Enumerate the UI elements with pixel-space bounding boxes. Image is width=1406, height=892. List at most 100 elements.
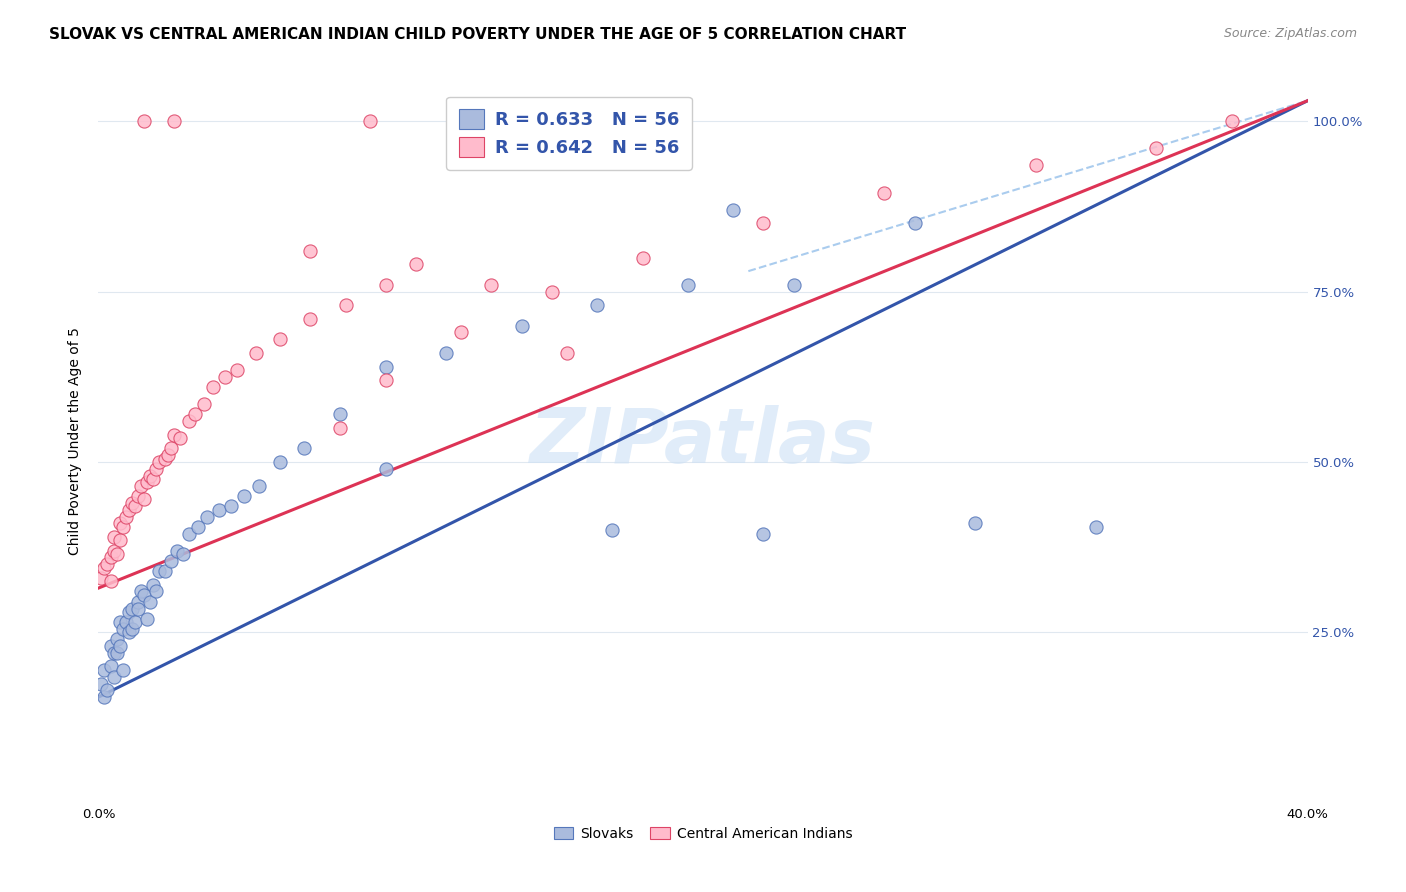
Point — [540, 285, 562, 299]
Point — [374, 277, 396, 292]
Point — [631, 251, 654, 265]
Point — [142, 472, 165, 486]
Point — [160, 554, 183, 568]
Point — [187, 520, 209, 534]
Point — [226, 363, 249, 377]
Point — [586, 298, 609, 312]
Point — [132, 492, 155, 507]
Point — [179, 526, 201, 541]
Point — [121, 601, 143, 615]
Point — [676, 277, 699, 292]
Point — [121, 496, 143, 510]
Point — [450, 326, 472, 340]
Point — [111, 520, 134, 534]
Point — [360, 114, 382, 128]
Point — [118, 625, 141, 640]
Point — [111, 622, 134, 636]
Point — [156, 448, 179, 462]
Point — [105, 632, 128, 647]
Point — [245, 346, 267, 360]
Point — [124, 615, 146, 630]
Point — [374, 359, 396, 374]
Point — [160, 442, 183, 456]
Point — [100, 659, 122, 673]
Text: ZIPatlas: ZIPatlas — [530, 405, 876, 478]
Point — [103, 530, 125, 544]
Point — [132, 588, 155, 602]
Point — [142, 577, 165, 591]
Point — [965, 516, 987, 531]
Point — [374, 462, 396, 476]
Point — [1024, 159, 1046, 173]
Point — [145, 584, 167, 599]
Point — [132, 114, 155, 128]
Point — [103, 670, 125, 684]
Point — [105, 646, 128, 660]
Point — [510, 318, 533, 333]
Legend: Slovaks, Central American Indians: Slovaks, Central American Indians — [548, 822, 858, 847]
Point — [169, 431, 191, 445]
Point — [93, 690, 115, 705]
Point — [127, 489, 149, 503]
Point — [405, 257, 427, 271]
Point — [114, 509, 136, 524]
Point — [873, 186, 896, 200]
Point — [299, 244, 322, 258]
Point — [118, 605, 141, 619]
Point — [108, 639, 131, 653]
Point — [129, 479, 152, 493]
Point — [124, 500, 146, 514]
Point — [129, 584, 152, 599]
Point — [172, 547, 194, 561]
Point — [127, 601, 149, 615]
Point — [1085, 520, 1108, 534]
Point — [335, 298, 357, 312]
Point — [121, 622, 143, 636]
Point — [1220, 114, 1243, 128]
Point — [139, 468, 162, 483]
Point — [153, 564, 176, 578]
Point — [100, 574, 122, 589]
Point — [127, 595, 149, 609]
Point — [783, 277, 806, 292]
Point — [93, 560, 115, 574]
Point — [481, 277, 503, 292]
Point — [221, 500, 243, 514]
Point — [139, 595, 162, 609]
Point — [269, 332, 291, 346]
Text: SLOVAK VS CENTRAL AMERICAN INDIAN CHILD POVERTY UNDER THE AGE OF 5 CORRELATION C: SLOVAK VS CENTRAL AMERICAN INDIAN CHILD … — [49, 27, 907, 42]
Point — [93, 663, 115, 677]
Point — [163, 427, 186, 442]
Point — [202, 380, 225, 394]
Point — [163, 114, 186, 128]
Point — [135, 612, 157, 626]
Point — [752, 526, 775, 541]
Point — [108, 516, 131, 531]
Point — [103, 646, 125, 660]
Point — [208, 502, 231, 516]
Point — [90, 571, 112, 585]
Point — [96, 683, 118, 698]
Point — [148, 564, 170, 578]
Point — [114, 615, 136, 630]
Point — [145, 462, 167, 476]
Text: Source: ZipAtlas.com: Source: ZipAtlas.com — [1223, 27, 1357, 40]
Point — [195, 509, 218, 524]
Point — [96, 558, 118, 572]
Point — [752, 216, 775, 230]
Point — [105, 547, 128, 561]
Point — [103, 543, 125, 558]
Point — [108, 615, 131, 630]
Point — [118, 502, 141, 516]
Point — [434, 346, 457, 360]
Y-axis label: Child Poverty Under the Age of 5: Child Poverty Under the Age of 5 — [69, 327, 83, 556]
Point — [904, 216, 927, 230]
Point — [329, 421, 352, 435]
Point — [602, 523, 624, 537]
Point — [100, 550, 122, 565]
Point — [374, 373, 396, 387]
Point — [179, 414, 201, 428]
Point — [269, 455, 291, 469]
Point — [108, 533, 131, 548]
Point — [1144, 141, 1167, 155]
